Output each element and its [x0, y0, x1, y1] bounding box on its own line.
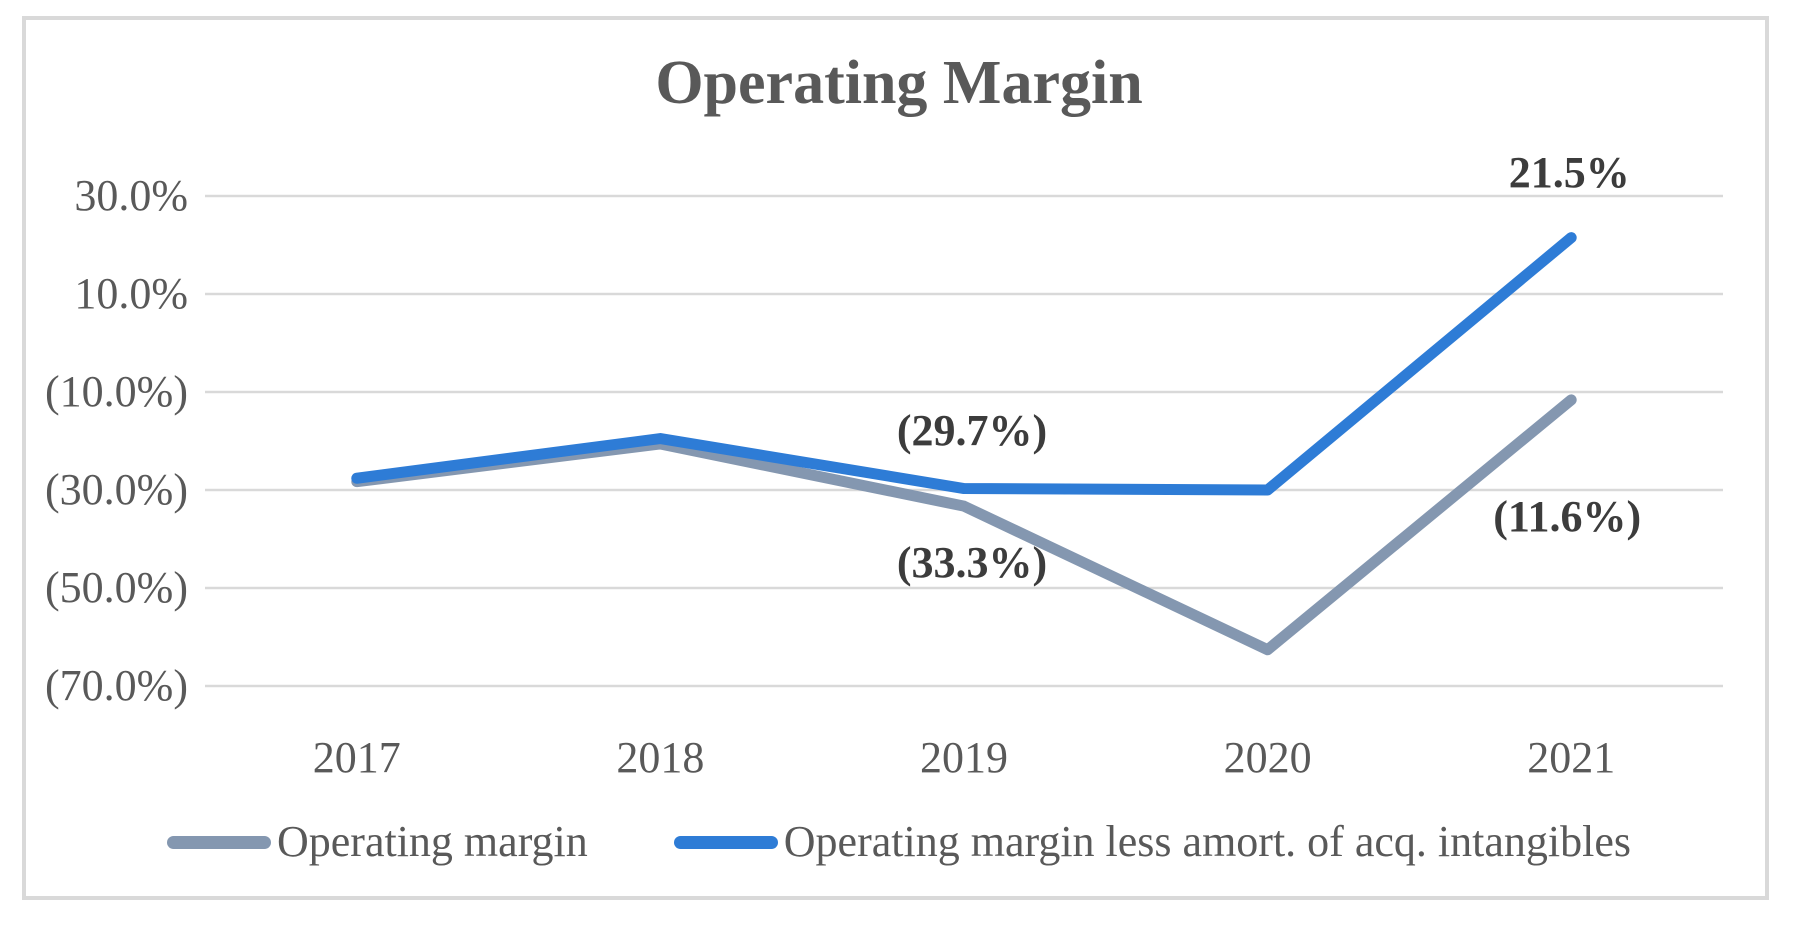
- x-tick-label: 2020: [1223, 733, 1312, 782]
- y-tick-label: (70.0%): [45, 661, 188, 710]
- data-label: (29.7%): [896, 405, 1048, 455]
- legend-swatch-gray-line-icon: [167, 835, 271, 849]
- x-tick-label: 2021: [1527, 733, 1616, 782]
- y-tick-label: (10.0%): [45, 367, 188, 416]
- y-tick-label: (50.0%): [45, 563, 188, 612]
- x-tick-label: 2019: [920, 733, 1008, 782]
- legend-entry-operating-margin-less-amort: Operating margin less amort. of acq. int…: [673, 817, 1631, 866]
- y-tick-label: 30.0%: [74, 171, 188, 220]
- y-tick-label: 10.0%: [74, 269, 188, 318]
- legend-label-operating-margin-less-amort: Operating margin less amort. of acq. int…: [783, 817, 1631, 866]
- x-tick-label: 2017: [312, 733, 401, 782]
- data-label: (11.6%): [1493, 491, 1642, 541]
- chart-legend: Operating margin Operating margin less a…: [0, 818, 1798, 866]
- legend-entry-operating-margin: Operating margin: [167, 818, 588, 866]
- legend-label-operating-margin: Operating margin: [277, 817, 588, 866]
- series-line-1: [351, 232, 1577, 496]
- chart-title: Operating Margin: [655, 49, 1143, 117]
- x-tick-label: 2018: [616, 733, 705, 782]
- data-label: (33.3%): [896, 538, 1048, 588]
- chart-frame-border: [22, 16, 1769, 900]
- data-label: 21.5%: [1508, 147, 1630, 197]
- legend-swatch-blue-line-icon: [673, 835, 778, 849]
- y-tick-label: (30.0%): [45, 465, 188, 514]
